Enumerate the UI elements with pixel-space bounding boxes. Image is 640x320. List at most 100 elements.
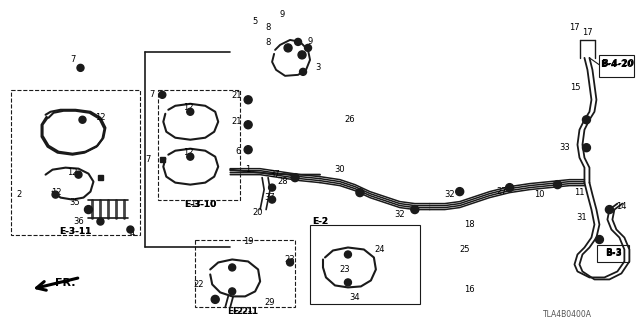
Circle shape: [244, 96, 252, 104]
Circle shape: [211, 295, 220, 303]
Text: E-3-10: E-3-10: [184, 200, 216, 209]
Text: 20: 20: [253, 208, 264, 217]
Text: 7: 7: [146, 155, 151, 164]
Text: 12: 12: [95, 113, 106, 122]
Bar: [98, 175, 103, 180]
Text: 8: 8: [266, 23, 271, 32]
Text: 12: 12: [183, 103, 193, 112]
Text: 34: 34: [349, 293, 360, 302]
Circle shape: [554, 180, 561, 188]
Text: 21: 21: [231, 117, 241, 126]
Text: 37: 37: [269, 170, 280, 179]
Text: 7: 7: [150, 90, 155, 99]
Circle shape: [75, 171, 82, 178]
Circle shape: [300, 68, 307, 75]
Text: 29: 29: [265, 298, 275, 307]
Text: B-4-20: B-4-20: [601, 60, 634, 68]
Text: 28: 28: [278, 177, 289, 186]
Text: 3: 3: [316, 63, 321, 72]
Bar: [597, 244, 629, 262]
Text: 6: 6: [236, 147, 241, 156]
Text: 21: 21: [231, 91, 241, 100]
Text: 27: 27: [496, 187, 507, 196]
Circle shape: [456, 188, 464, 196]
Text: 1: 1: [246, 165, 251, 174]
Circle shape: [595, 236, 604, 244]
Text: 8: 8: [266, 38, 271, 47]
Text: 30: 30: [335, 165, 345, 174]
Text: 37: 37: [265, 193, 275, 202]
Text: 17: 17: [569, 23, 580, 32]
Text: 19: 19: [243, 237, 253, 246]
Circle shape: [287, 259, 294, 266]
Circle shape: [244, 146, 252, 154]
Circle shape: [84, 205, 92, 213]
Text: E-3-11: E-3-11: [60, 227, 92, 236]
Circle shape: [52, 191, 59, 198]
Circle shape: [187, 153, 194, 160]
Circle shape: [344, 279, 351, 286]
Circle shape: [356, 188, 364, 196]
Text: 10: 10: [534, 190, 545, 199]
Text: FR.: FR.: [55, 278, 76, 288]
Circle shape: [269, 184, 276, 191]
Circle shape: [506, 184, 514, 192]
Circle shape: [228, 288, 236, 295]
Circle shape: [77, 64, 84, 71]
Bar: [11, 90, 140, 235]
Text: 9: 9: [280, 11, 285, 20]
Circle shape: [582, 116, 591, 124]
Bar: [160, 157, 165, 162]
Text: 13: 13: [190, 200, 200, 209]
Text: E-2-1: E-2-1: [227, 307, 253, 316]
Text: 12: 12: [183, 148, 193, 157]
Circle shape: [159, 91, 166, 98]
Text: 23: 23: [285, 255, 296, 264]
Circle shape: [344, 251, 351, 258]
Text: 23: 23: [340, 265, 350, 274]
Text: 33: 33: [559, 143, 570, 152]
Circle shape: [244, 121, 252, 129]
Text: 5: 5: [253, 18, 258, 27]
Circle shape: [605, 205, 613, 213]
Text: E-2-1: E-2-1: [232, 307, 258, 316]
Text: B-3: B-3: [605, 249, 622, 258]
Text: E-3-11: E-3-11: [60, 227, 92, 236]
Text: E-3-10: E-3-10: [184, 200, 216, 209]
Text: B-4-20: B-4-20: [600, 60, 633, 69]
Circle shape: [411, 205, 419, 213]
Text: 32: 32: [394, 210, 405, 219]
Circle shape: [127, 226, 134, 233]
Text: 22: 22: [193, 280, 204, 289]
Text: 26: 26: [344, 115, 355, 124]
Text: 11: 11: [574, 188, 585, 197]
Text: 31: 31: [576, 213, 587, 222]
Text: 7: 7: [70, 55, 75, 64]
Text: E-2: E-2: [312, 217, 328, 226]
Text: 25: 25: [460, 245, 470, 254]
Text: 15: 15: [570, 83, 580, 92]
Text: 4: 4: [130, 229, 135, 238]
Text: 24: 24: [374, 245, 385, 254]
Circle shape: [79, 116, 86, 123]
Circle shape: [294, 38, 301, 45]
Circle shape: [582, 144, 591, 152]
Circle shape: [284, 44, 292, 52]
Text: 16: 16: [465, 285, 475, 294]
Circle shape: [305, 44, 312, 52]
Bar: [195, 239, 295, 308]
Bar: [158, 90, 240, 200]
Text: 32: 32: [444, 190, 455, 199]
Text: 12: 12: [67, 168, 77, 177]
Text: 35: 35: [69, 198, 80, 207]
Circle shape: [298, 51, 306, 59]
Text: 36: 36: [73, 217, 84, 226]
Text: 14: 14: [616, 202, 627, 211]
Text: TLA4B0400A: TLA4B0400A: [543, 310, 592, 319]
Text: 17: 17: [582, 28, 593, 37]
Text: 18: 18: [465, 220, 475, 229]
Text: 9: 9: [307, 37, 313, 46]
Text: E-2: E-2: [312, 217, 328, 226]
Text: 12: 12: [51, 188, 62, 197]
Circle shape: [228, 264, 236, 271]
